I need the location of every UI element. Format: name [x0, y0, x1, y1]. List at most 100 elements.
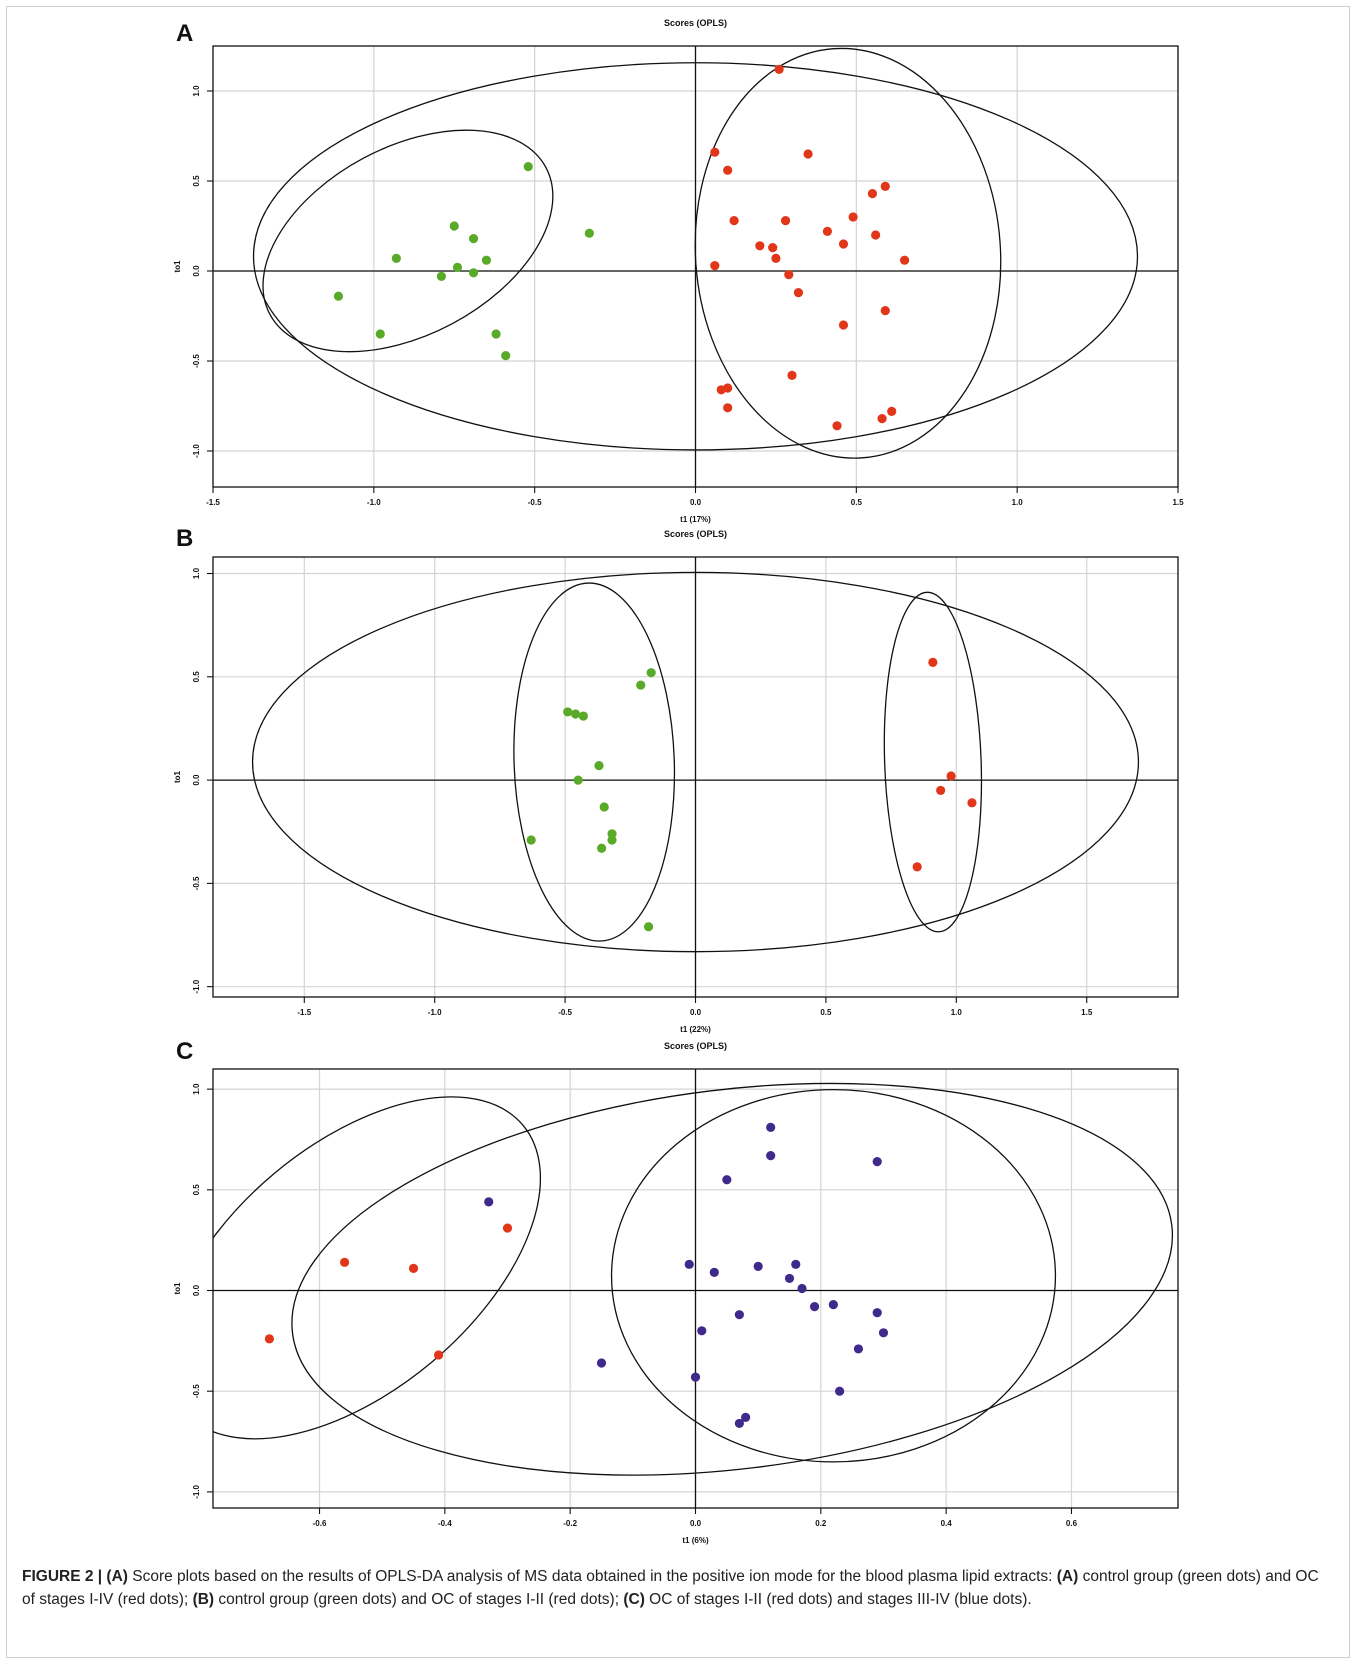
caption-segment: control group (green dots) and OC of sta…: [22, 1568, 1319, 1608]
data-point: [481, 255, 492, 265]
data-point: [755, 241, 765, 251]
y-tick-label: -0.5: [192, 354, 201, 368]
data-point: [596, 1358, 607, 1368]
data-point: [573, 775, 583, 785]
y-tick-label: 0.5: [192, 175, 201, 187]
data-point: [710, 261, 720, 271]
confidence-ellipse: [291, 1082, 1174, 1476]
data-point: [880, 306, 890, 316]
data-point: [809, 1302, 820, 1312]
figure-frame: [6, 6, 1350, 1658]
data-point: [784, 1273, 795, 1284]
data-point: [599, 802, 609, 812]
x-tick-label: 1.0: [951, 1008, 963, 1017]
data-point: [838, 239, 849, 249]
x-tick-label: 0.5: [820, 1008, 832, 1017]
caption-segment: Score plots based on the results of OPLS…: [127, 1568, 1057, 1585]
data-point: [771, 253, 781, 263]
data-point: [722, 1175, 732, 1185]
y-tick-label: 0.0: [192, 1284, 201, 1296]
panel-letter: A: [176, 20, 193, 47]
figure-plots: -1.5 -1.0 -0.5 0.0 0.5 1.0 1.5 -1.0 -0.5 0.0 0.5 1.…: [173, 18, 1184, 1545]
x-tick-label: 0.0: [690, 498, 702, 507]
data-points: [526, 657, 977, 932]
data-point: [787, 370, 797, 380]
data-point: [832, 421, 842, 431]
y-tick-label: 0.5: [192, 671, 201, 683]
caption-segment: FIGURE 2 | (A): [22, 1568, 128, 1585]
chart-title: Scores (OPLS): [664, 1041, 727, 1051]
y-tick-label: 1.0: [192, 1083, 201, 1095]
confidence-ellipses: [213, 1082, 1174, 1476]
data-point: [967, 798, 977, 808]
data-point: [803, 149, 813, 159]
data-point: [867, 189, 878, 199]
x-tick-label: 1.5: [1081, 1008, 1093, 1017]
data-point: [899, 255, 910, 265]
data-point: [526, 835, 536, 845]
data-point: [433, 1350, 444, 1360]
chart-title: Scores (OPLS): [664, 529, 727, 539]
caption-segment: (C): [623, 1591, 645, 1608]
data-point: [468, 234, 479, 244]
data-point: [853, 1344, 864, 1354]
data-point: [822, 226, 832, 236]
x-tick-label: 1.5: [1172, 498, 1184, 507]
data-point: [468, 268, 479, 278]
caption-segment: control group (green dots) and OC of sta…: [214, 1591, 624, 1608]
x-axis-label: t1 (22%): [680, 1025, 711, 1034]
data-point: [784, 270, 794, 280]
data-point: [946, 771, 956, 781]
y-tick-label: -0.5: [192, 1384, 201, 1398]
data-point: [339, 1257, 350, 1267]
data-point: [723, 165, 733, 175]
y-tick-label: -1.0: [192, 979, 201, 993]
x-tick-label: -0.4: [438, 1519, 452, 1528]
x-tick-label: -0.6: [313, 1519, 327, 1528]
data-point: [936, 785, 946, 796]
y-tick-label: 1.0: [192, 567, 201, 579]
data-point: [780, 216, 791, 226]
data-point: [502, 1223, 513, 1233]
data-point: [774, 64, 784, 74]
data-point: [887, 406, 897, 416]
x-tick-label: -0.5: [558, 1008, 572, 1017]
data-point: [436, 271, 446, 281]
x-tick-label: 0.0: [690, 1519, 702, 1528]
x-tick-label: -1.0: [367, 498, 381, 507]
y-axis-label: to1: [173, 260, 182, 273]
panel-c: -0.6 -0.4 -0.2 0.0 0.2 0.4 0.6 -1.0 -0.5 0.0 0.5 1.…: [173, 1038, 1179, 1545]
data-point: [753, 1261, 763, 1271]
data-point: [491, 329, 501, 339]
caption-segment: OC of stages I-II (red dots) and stages …: [644, 1591, 1032, 1608]
data-point: [484, 1197, 494, 1207]
x-tick-label: 0.4: [941, 1519, 953, 1528]
data-point: [878, 1328, 889, 1338]
confidence-ellipse: [883, 591, 983, 933]
data-point: [578, 711, 588, 721]
y-tick-label: -0.5: [192, 876, 201, 890]
data-point: [597, 843, 607, 853]
data-point: [848, 212, 858, 222]
data-point: [838, 320, 849, 330]
data-point: [734, 1418, 744, 1429]
data-point: [449, 221, 459, 231]
confidence-ellipse: [213, 1096, 542, 1440]
data-point: [872, 1308, 882, 1318]
y-tick-label: -1.0: [192, 1484, 201, 1498]
x-tick-label: 0.0: [690, 1008, 702, 1017]
data-point: [871, 230, 881, 240]
panel-a: -1.5 -1.0 -0.5 0.0 0.5 1.0 1.5 -1.0 -0.5 0.0 0.5 1.…: [173, 18, 1184, 524]
data-point: [723, 403, 733, 413]
data-point: [766, 1150, 776, 1161]
data-point: [791, 1259, 801, 1269]
panel-letter: B: [176, 525, 193, 552]
y-axis-label: to1: [173, 1282, 182, 1295]
data-point: [375, 329, 385, 339]
data-point: [684, 1259, 694, 1269]
y-tick-label: 0.0: [192, 774, 201, 786]
x-tick-label: -0.5: [528, 498, 542, 507]
data-point: [793, 288, 804, 298]
data-point: [501, 351, 511, 361]
x-tick-label: -1.0: [428, 1008, 442, 1017]
